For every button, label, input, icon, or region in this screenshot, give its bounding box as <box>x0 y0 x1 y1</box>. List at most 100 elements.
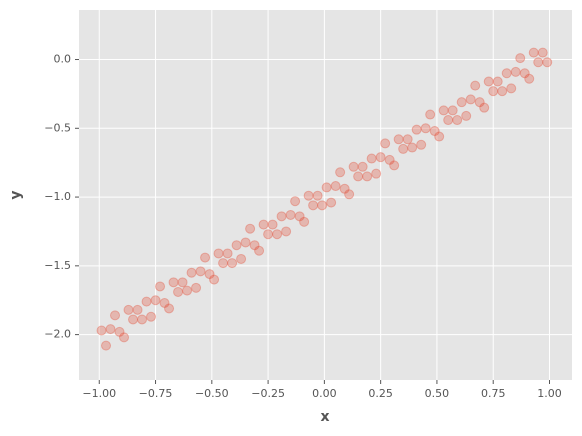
point <box>474 97 485 108</box>
point <box>389 160 400 171</box>
point <box>96 325 107 336</box>
point <box>492 76 503 87</box>
point <box>402 134 413 145</box>
y-tick-label: −1.0 <box>44 190 71 203</box>
x-axis-label: x <box>320 409 329 425</box>
point <box>371 168 382 179</box>
point <box>447 105 458 116</box>
x-tick-label: 0.50 <box>425 387 450 400</box>
point <box>308 200 319 211</box>
x-tick-label: 0.00 <box>312 387 337 400</box>
point <box>384 154 395 165</box>
point <box>519 68 530 79</box>
point <box>483 76 494 87</box>
point <box>137 314 148 325</box>
x-tick-label: −0.25 <box>251 387 285 400</box>
point <box>542 57 553 68</box>
point <box>114 326 125 337</box>
point <box>479 102 490 113</box>
point <box>150 295 161 306</box>
point <box>326 197 337 208</box>
y-tick-label: −2.0 <box>44 328 71 341</box>
point <box>182 285 193 296</box>
point <box>132 304 143 315</box>
point <box>222 248 233 259</box>
point <box>177 277 188 288</box>
point <box>164 303 175 314</box>
point <box>510 66 521 77</box>
point <box>524 73 535 84</box>
point <box>200 252 211 263</box>
point <box>173 286 184 297</box>
point <box>231 240 242 251</box>
point <box>344 189 355 200</box>
point <box>128 314 139 325</box>
point <box>339 183 350 194</box>
x-tick-label: 0.25 <box>368 387 393 400</box>
point <box>159 297 170 308</box>
y-tick-label: −1.5 <box>44 259 71 272</box>
point <box>119 332 130 343</box>
point <box>240 237 251 248</box>
x-tick-label: −0.50 <box>195 387 229 400</box>
y-axis-label: y <box>8 190 24 199</box>
point <box>236 253 247 264</box>
point <box>497 86 508 97</box>
point <box>515 53 526 64</box>
y-tick-label: −0.5 <box>44 121 71 134</box>
point <box>105 324 116 335</box>
point <box>155 281 166 292</box>
point <box>416 139 427 150</box>
point <box>407 142 418 153</box>
point <box>213 248 224 259</box>
point <box>420 123 431 134</box>
point <box>218 258 229 269</box>
point <box>281 226 292 237</box>
point <box>506 83 517 94</box>
point <box>110 310 121 321</box>
point <box>258 219 269 230</box>
point <box>294 211 305 222</box>
point <box>272 229 283 240</box>
point <box>317 200 328 211</box>
point <box>465 94 476 105</box>
point <box>204 269 215 280</box>
point <box>227 258 238 269</box>
point <box>245 223 256 234</box>
point <box>375 152 386 163</box>
point <box>191 282 202 293</box>
point <box>537 47 548 58</box>
point <box>452 115 463 126</box>
point <box>461 110 472 121</box>
point <box>456 97 467 108</box>
point <box>254 245 265 256</box>
point <box>299 216 310 227</box>
point <box>366 153 377 164</box>
point <box>267 219 278 230</box>
y-tick-label: 0.0 <box>54 53 72 66</box>
point <box>335 167 346 178</box>
point <box>141 296 152 307</box>
point <box>303 190 314 201</box>
point <box>425 109 436 120</box>
point <box>488 86 499 97</box>
point <box>123 304 134 315</box>
point <box>348 161 359 172</box>
point <box>330 181 341 192</box>
point <box>501 68 512 79</box>
point <box>357 161 368 172</box>
point <box>195 266 206 277</box>
point <box>411 124 422 135</box>
point <box>321 182 332 193</box>
point <box>429 126 440 137</box>
x-tick-label: 1.00 <box>537 387 562 400</box>
point <box>249 240 260 251</box>
point <box>443 115 454 126</box>
point <box>285 209 296 220</box>
point <box>434 131 445 142</box>
point <box>186 267 197 278</box>
point <box>398 143 409 154</box>
point <box>290 196 301 207</box>
point <box>263 229 274 240</box>
